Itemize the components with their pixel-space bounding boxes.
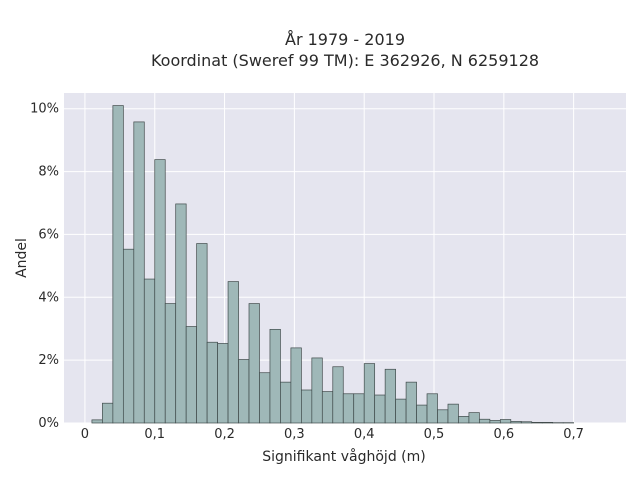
x-tick-label: 0,1 [144, 427, 165, 442]
histogram-bar [374, 394, 386, 424]
histogram-bar [395, 398, 407, 424]
histogram-bar [164, 303, 177, 424]
histogram-bar [342, 393, 355, 424]
x-tick-label: 0,7 [563, 427, 584, 442]
histogram-bar [447, 403, 459, 424]
x-tick-label: 0,4 [354, 427, 375, 442]
x-axis-ticks: 0 0,1 0,2 0,3 0,4 0,5 0,6 0,7 [81, 427, 584, 442]
histogram-bar [332, 366, 344, 424]
bars [91, 105, 574, 424]
histogram-bar [416, 404, 428, 424]
histogram-bar [206, 341, 218, 424]
histogram-bar [301, 389, 313, 424]
y-axis-ticks: 0% 2% 4% 6% 8% 10% [30, 102, 59, 431]
x-tick-label: 0 [81, 427, 89, 442]
histogram-bar [541, 422, 554, 424]
histogram-bar [280, 381, 292, 424]
y-tick-label: 6% [38, 227, 59, 242]
y-tick-label: 4% [38, 290, 59, 305]
x-tick-label: 0,3 [284, 427, 305, 442]
chart-subtitle: Koordinat (Sweref 99 TM): E 362926, N 62… [151, 51, 539, 70]
histogram-bar [269, 328, 281, 424]
histogram-bar [248, 303, 260, 424]
y-axis-label: Andel [14, 238, 30, 278]
histogram-bar [384, 368, 396, 424]
x-tick-label: 0,2 [214, 427, 235, 442]
y-tick-label: 10% [30, 102, 59, 117]
histogram-bar [520, 421, 533, 424]
histogram-bar [531, 422, 543, 424]
histogram-bar [196, 243, 208, 424]
histogram-bar [112, 105, 124, 424]
histogram-bar [405, 381, 417, 424]
histogram-bar [175, 203, 187, 424]
histogram-bar [259, 372, 271, 424]
y-tick-label: 8% [38, 165, 59, 180]
histogram-bar [143, 278, 156, 424]
histogram-bar [468, 412, 480, 424]
chart-title: År 1979 - 2019 [285, 30, 405, 49]
histogram-bar [311, 357, 323, 424]
x-axis-label: Signifikant våghöjd (m) [262, 448, 425, 465]
histogram-bar [238, 359, 250, 424]
histogram-bar [154, 159, 166, 424]
histogram-bar [489, 420, 501, 424]
histogram-bar [510, 421, 522, 424]
y-tick-label: 2% [38, 353, 59, 368]
histogram-bar [479, 418, 491, 424]
histogram-bar [499, 419, 512, 424]
histogram-bar [353, 393, 365, 424]
histogram-bar [290, 347, 302, 424]
histogram-bar [133, 121, 145, 424]
histogram-bar [321, 391, 334, 424]
x-tick-label: 0,6 [493, 427, 514, 442]
histogram-bar [122, 248, 135, 424]
y-tick-label: 0% [38, 416, 59, 431]
histogram-bar [102, 402, 114, 424]
histogram-bar [437, 409, 449, 424]
histogram-bar [426, 393, 438, 424]
histogram-bar [217, 343, 229, 424]
histogram-bar [227, 281, 239, 424]
histogram-bar [363, 363, 376, 424]
histogram-bar [91, 419, 103, 424]
histogram-bar [458, 416, 470, 424]
histogram-bar [185, 326, 197, 424]
x-tick-label: 0,5 [424, 427, 445, 442]
